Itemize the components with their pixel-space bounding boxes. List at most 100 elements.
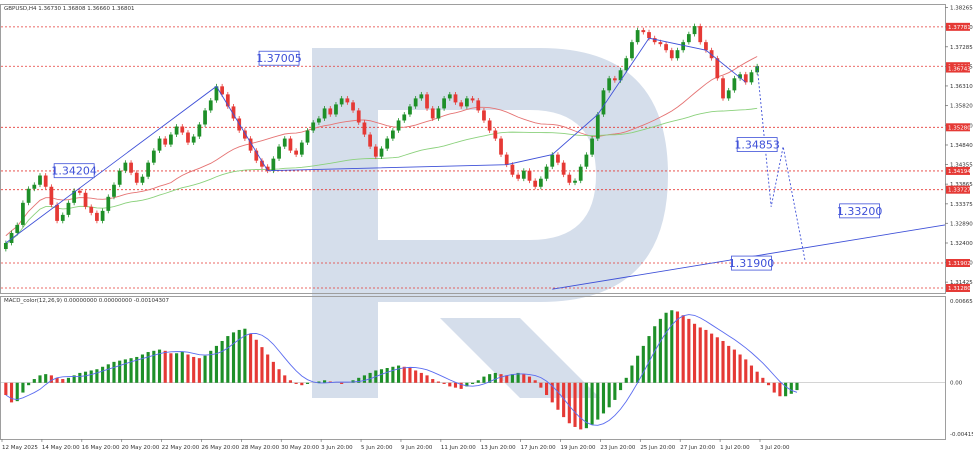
candle-body-32 bbox=[186, 132, 190, 143]
candle-body-115 bbox=[658, 42, 663, 45]
candle-body-20 bbox=[117, 170, 122, 185]
x-tick-label-10: 9 Jun 20:00 bbox=[401, 445, 433, 451]
candle-body-116 bbox=[664, 44, 668, 51]
candle-body-3 bbox=[21, 202, 25, 225]
price-axis: 1.382651.377801.372851.367951.363101.358… bbox=[945, 5, 973, 286]
candle-body-60 bbox=[345, 98, 350, 103]
candle-body-21 bbox=[123, 162, 128, 171]
candle-body-35 bbox=[203, 110, 207, 125]
candle-body-61 bbox=[351, 102, 355, 111]
price-tag-label-3: 1.35280 bbox=[948, 125, 971, 131]
candle-body-27 bbox=[157, 138, 162, 151]
candle-body-80 bbox=[459, 102, 464, 107]
y-tick-label-2: 1.37285 bbox=[950, 45, 973, 51]
candle-body-10 bbox=[60, 214, 65, 221]
candle-body-100 bbox=[573, 180, 577, 183]
time-axis: 12 May 2025 14 May 20:00 16 May 20:00 20 Ma… bbox=[1, 439, 790, 451]
candle-body-70 bbox=[402, 114, 407, 121]
candle-body-118 bbox=[675, 50, 680, 59]
price-annotations: 1.37005 1.34204 1.34853 1.33200 1.31900 bbox=[51, 50, 883, 271]
candle-body-74 bbox=[425, 94, 429, 109]
x-tick-label-6: 28 May 20:00 bbox=[241, 445, 279, 451]
candle-body-71 bbox=[408, 106, 412, 115]
candle-body-107 bbox=[612, 78, 617, 81]
y-tick-label-8: 1.34355 bbox=[950, 162, 973, 168]
candle-body-75 bbox=[430, 108, 435, 119]
candle-body-19 bbox=[112, 184, 116, 197]
annotation-label-1: 1.34204 bbox=[51, 165, 97, 178]
candle-body-112 bbox=[641, 30, 646, 33]
candle-body-84 bbox=[482, 110, 486, 121]
candle-body-102 bbox=[584, 154, 589, 167]
candle-body-95 bbox=[544, 166, 549, 179]
candle-body-82 bbox=[470, 98, 475, 101]
price-tag-label-6: 1.31902 bbox=[948, 261, 971, 267]
candle-body-127 bbox=[726, 90, 731, 99]
candle-body-23 bbox=[134, 172, 139, 183]
x-tick-label-12: 13 Jun 20:00 bbox=[481, 445, 516, 451]
x-tick-label-0: 12 May 2025 bbox=[2, 445, 38, 451]
y-tick-label-10: 1.33375 bbox=[950, 202, 973, 208]
x-tick-label-11: 11 Jun 20:00 bbox=[441, 445, 476, 451]
x-tick-label-16: 25 Jun 20:00 bbox=[640, 445, 675, 451]
candle-body-85 bbox=[487, 120, 492, 131]
price-tag-2 bbox=[946, 64, 970, 73]
annotation-label-2: 1.34853 bbox=[734, 139, 780, 152]
symbol-header: GBPUSD,H4 1.36730 1.36808 1.36660 1.3680… bbox=[4, 6, 134, 12]
candle-body-28 bbox=[163, 138, 168, 145]
candle-body-105 bbox=[601, 90, 606, 115]
candle-body-129 bbox=[738, 74, 742, 79]
candle-body-40 bbox=[231, 106, 236, 119]
candle-body-130 bbox=[743, 74, 748, 83]
y-tick-label-0: 1.38265 bbox=[950, 5, 973, 11]
candle-body-96 bbox=[550, 154, 555, 167]
annotation-label-0: 1.37005 bbox=[256, 52, 302, 65]
candle-body-49 bbox=[282, 138, 287, 147]
candle-body-104 bbox=[595, 114, 600, 139]
annotation-box-1 bbox=[53, 163, 95, 179]
candle-body-5 bbox=[32, 184, 37, 189]
candle-body-83 bbox=[476, 100, 481, 111]
candle-body-90 bbox=[516, 174, 520, 179]
candle-body-54 bbox=[311, 122, 316, 131]
candle-body-62 bbox=[356, 110, 361, 123]
annotation-box-3 bbox=[839, 203, 881, 219]
price-tag-3 bbox=[946, 123, 970, 132]
candle-body-16 bbox=[95, 212, 99, 221]
candle-body-125 bbox=[715, 58, 720, 79]
price-tag-label-0: 1.37781 bbox=[948, 25, 971, 31]
price-tag-7 bbox=[946, 283, 970, 292]
candle-body-1 bbox=[9, 232, 14, 243]
candle-body-15 bbox=[89, 206, 94, 213]
price-tag-label-2: 1.36743 bbox=[948, 67, 971, 73]
candle-body-46 bbox=[265, 166, 270, 171]
macd-header: MACD_color(12,26,9) 0.00000000 0.0000000… bbox=[4, 298, 170, 304]
macd-pane-frame bbox=[0, 296, 946, 440]
candle-body-97 bbox=[556, 154, 560, 163]
x-tick-label-13: 17 Jun 20:00 bbox=[521, 445, 556, 451]
x-tick-label-18: 1 Jul 20:00 bbox=[720, 445, 750, 451]
macd-axis: 0.0066501 0.00 -0.0041571 bbox=[950, 299, 973, 438]
macd-tick-label-1: 0.00 bbox=[950, 381, 963, 387]
annotation-label-3: 1.33200 bbox=[837, 205, 883, 218]
candle-body-93 bbox=[533, 180, 538, 187]
candle-body-88 bbox=[504, 154, 509, 165]
candle-body-123 bbox=[704, 42, 708, 51]
candle-body-77 bbox=[442, 98, 446, 109]
candle-body-113 bbox=[647, 32, 651, 39]
x-tick-label-15: 23 Jun 20:00 bbox=[600, 445, 635, 451]
y-tick-label-4: 1.36310 bbox=[950, 84, 973, 90]
candle-body-33 bbox=[191, 136, 196, 143]
candle-body-117 bbox=[669, 50, 674, 59]
candle-body-53 bbox=[305, 130, 310, 143]
candle-body-122 bbox=[698, 26, 703, 43]
candle-body-2 bbox=[15, 224, 20, 233]
candle-body-52 bbox=[299, 142, 304, 155]
x-tick-label-17: 27 Jun 20:00 bbox=[680, 445, 715, 451]
candle-body-92 bbox=[527, 170, 532, 181]
candle-body-36 bbox=[208, 100, 213, 111]
x-tick-label-3: 20 May 20:00 bbox=[122, 445, 160, 451]
candle-body-45 bbox=[260, 160, 264, 167]
horizontal-levels bbox=[1, 26, 945, 289]
